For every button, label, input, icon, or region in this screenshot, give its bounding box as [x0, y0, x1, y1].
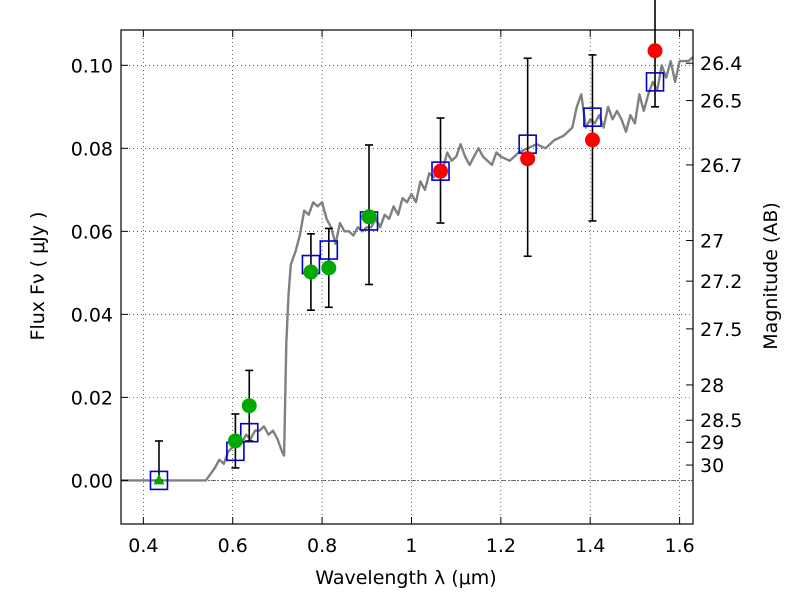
- x-tick-label: 1.6: [664, 535, 694, 557]
- y-tick-label: 0.10: [71, 55, 113, 77]
- green-observed-point: [361, 209, 377, 225]
- right-tick-label: 30: [700, 455, 724, 477]
- y-tick-label: 0.00: [71, 470, 113, 492]
- right-tick-label: 29: [700, 432, 724, 454]
- model-flux-square: [149, 470, 169, 491]
- model-flux-square: [583, 107, 602, 127]
- y-tick-label: 0.04: [71, 304, 113, 326]
- right-tick-label: 26.5: [700, 91, 742, 113]
- y-axis-title: Flux Fν ( μJy ): [27, 212, 49, 341]
- right-tick-label: 27.5: [700, 319, 742, 341]
- x-axis-title: Wavelength λ (μm): [315, 567, 496, 589]
- right-tick-label: 27.2: [700, 271, 742, 293]
- data-markers: [149, 43, 665, 491]
- grid-lines: [121, 30, 693, 524]
- green-observed-point: [303, 264, 319, 280]
- x-tick-label: 0.6: [218, 535, 248, 557]
- x-tick-label: 1: [405, 535, 417, 557]
- green-observed-point: [321, 260, 337, 276]
- model-flux-square: [319, 240, 339, 260]
- right-tick-label: 26.4: [700, 53, 742, 75]
- x-tick-label: 0.4: [128, 535, 158, 557]
- x-tick-label: 0.8: [307, 535, 337, 557]
- red-observed-point: [647, 43, 663, 59]
- right-tick-label: 28.5: [700, 410, 742, 432]
- red-observed-point: [520, 151, 536, 167]
- right-tick-label: 28: [700, 375, 724, 397]
- plot-frame: [120, 29, 694, 525]
- green-observed-point: [241, 398, 257, 414]
- red-observed-point: [584, 132, 600, 148]
- upper-limit-triangle: [153, 474, 165, 485]
- right-tick-label: 27: [700, 230, 724, 252]
- x-tick-label: 1.2: [486, 535, 516, 557]
- model-flux-square: [431, 161, 450, 181]
- model-spectrum-line: [121, 56, 694, 482]
- green-observed-point: [227, 433, 243, 449]
- y-tick-label: 0.08: [71, 138, 113, 160]
- right-axis-title: Magnitude (AB): [760, 202, 782, 350]
- right-tick-label: 26.7: [700, 155, 742, 177]
- red-observed-point: [433, 163, 449, 179]
- y-tick-label: 0.02: [71, 387, 113, 409]
- y-tick-label: 0.06: [71, 221, 113, 243]
- model-flux-square: [645, 72, 665, 92]
- axis-ticks: [121, 30, 693, 524]
- model-spectrum: [121, 56, 694, 482]
- tick-labels: 0.4 0.6 0.8 1 1.2 1.4 1.6 0.00 0.02 0.04 0.06 0.08 0…: [71, 53, 743, 557]
- model-flux-square: [239, 422, 259, 443]
- x-tick-label: 1.4: [575, 535, 605, 557]
